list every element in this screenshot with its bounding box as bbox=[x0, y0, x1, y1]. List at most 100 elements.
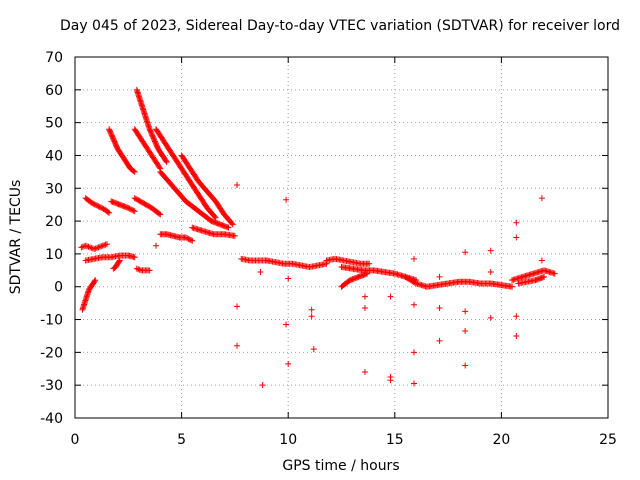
data-point bbox=[436, 273, 443, 280]
data-point bbox=[212, 214, 219, 221]
x-tick-label: 25 bbox=[599, 432, 617, 448]
data-point bbox=[89, 200, 96, 207]
series-sat-track-r bbox=[263, 257, 330, 271]
series-sat-track-g bbox=[110, 257, 123, 272]
y-tick-label: 20 bbox=[45, 214, 63, 230]
series-sat-track-f bbox=[108, 198, 138, 215]
data-point bbox=[257, 268, 264, 275]
data-point bbox=[387, 293, 394, 300]
y-tick-label: 50 bbox=[45, 116, 63, 132]
data-point bbox=[90, 200, 97, 207]
data-point bbox=[436, 305, 443, 312]
data-point bbox=[541, 273, 548, 280]
x-tick-label: 5 bbox=[177, 432, 186, 448]
data-point bbox=[103, 241, 110, 248]
series-sat-track-p bbox=[189, 224, 238, 239]
y-tick-label: -30 bbox=[40, 378, 63, 394]
y-tick-label: 10 bbox=[45, 247, 63, 263]
data-point bbox=[127, 206, 134, 213]
data-point bbox=[538, 257, 545, 264]
data-point bbox=[88, 244, 95, 251]
data-point bbox=[189, 237, 196, 244]
data-point bbox=[231, 232, 238, 239]
y-tick-label: -10 bbox=[40, 313, 63, 329]
data-point bbox=[102, 241, 109, 248]
data-point bbox=[187, 237, 194, 244]
data-point bbox=[82, 242, 89, 249]
data-point bbox=[94, 202, 101, 209]
data-point bbox=[92, 202, 99, 209]
series-sat-track-d bbox=[82, 252, 138, 264]
data-point bbox=[283, 321, 290, 328]
data-point bbox=[462, 308, 469, 315]
data-point bbox=[78, 244, 85, 251]
data-point bbox=[462, 362, 469, 369]
y-axis-ticks: -40 -30 -20 -10 0 10 20 30 40 50 60 70 bbox=[40, 50, 608, 427]
data-point bbox=[85, 243, 92, 250]
data-point bbox=[125, 204, 132, 211]
data-point bbox=[361, 305, 368, 312]
data-point bbox=[91, 245, 98, 252]
data-point bbox=[157, 211, 164, 218]
series-outliers bbox=[153, 181, 545, 389]
x-tick-label: 15 bbox=[386, 432, 404, 448]
data-point bbox=[96, 243, 103, 250]
data-point bbox=[94, 244, 101, 251]
y-tick-label: 70 bbox=[45, 50, 63, 66]
data-point bbox=[184, 235, 191, 242]
series-sat-track-j bbox=[131, 195, 164, 218]
data-point bbox=[308, 313, 315, 320]
data-point bbox=[410, 380, 417, 387]
series-sat-track-n bbox=[178, 152, 236, 228]
data-point bbox=[387, 377, 394, 384]
data-point bbox=[131, 208, 138, 215]
data-point bbox=[86, 244, 93, 251]
data-point bbox=[95, 203, 102, 210]
data-point bbox=[105, 209, 112, 216]
data-point bbox=[116, 258, 123, 265]
data-point bbox=[259, 382, 266, 389]
data-point bbox=[116, 257, 123, 264]
y-tick-label: 40 bbox=[45, 148, 63, 164]
x-tick-label: 20 bbox=[492, 432, 510, 448]
x-axis-label: GPS time / hours bbox=[282, 458, 399, 474]
data-point bbox=[91, 201, 98, 208]
plot-frame bbox=[74, 56, 609, 419]
series-sat-track-k bbox=[133, 265, 153, 274]
data-point bbox=[136, 266, 143, 273]
data-point bbox=[126, 205, 133, 212]
data-point bbox=[509, 283, 516, 290]
series-sat-track-h bbox=[133, 86, 170, 166]
data-point bbox=[153, 242, 160, 249]
data-point bbox=[79, 243, 86, 250]
data-point bbox=[285, 275, 292, 282]
series-sat-track-s bbox=[323, 255, 373, 267]
series-sat-track-u bbox=[338, 270, 371, 290]
data-point bbox=[538, 195, 545, 202]
data-point bbox=[513, 313, 520, 320]
series-sat-track-a bbox=[78, 241, 110, 252]
data-point bbox=[133, 265, 140, 272]
series-sat-track-e bbox=[106, 126, 138, 175]
data-point bbox=[229, 221, 236, 228]
data-point bbox=[91, 278, 98, 285]
data-point bbox=[234, 342, 241, 349]
data-point bbox=[92, 245, 99, 252]
y-tick-label: -20 bbox=[40, 345, 63, 361]
data-point bbox=[131, 254, 138, 261]
data-point bbox=[84, 243, 91, 250]
data-point bbox=[185, 235, 192, 242]
data-point bbox=[186, 236, 193, 243]
series-sat-track-m bbox=[157, 168, 232, 231]
data-point bbox=[410, 255, 417, 262]
y-tick-label: -40 bbox=[40, 411, 63, 427]
data-point bbox=[146, 267, 153, 274]
data-point bbox=[234, 303, 241, 310]
series-sat-track-q bbox=[238, 255, 270, 264]
x-tick-label: 10 bbox=[279, 432, 297, 448]
data-point bbox=[129, 206, 136, 213]
data-point bbox=[99, 205, 106, 212]
data-point bbox=[462, 328, 469, 335]
data-point bbox=[130, 207, 137, 214]
